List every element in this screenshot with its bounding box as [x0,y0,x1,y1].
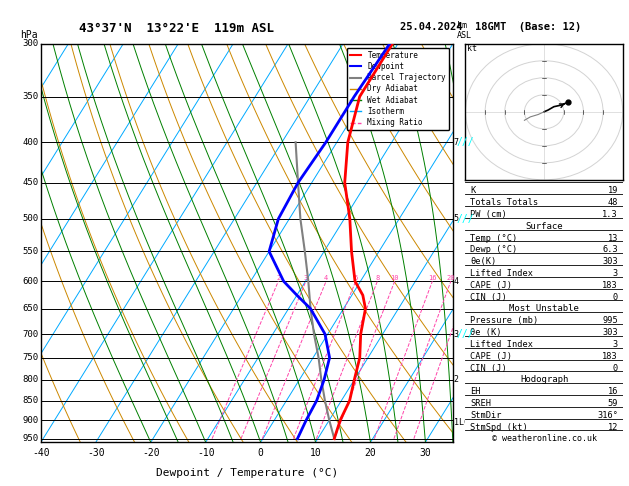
Text: 16: 16 [428,275,437,281]
Text: Most Unstable: Most Unstable [509,304,579,313]
Text: 10: 10 [391,275,399,281]
Text: 750: 750 [23,353,39,362]
Text: Totals Totals: Totals Totals [470,198,538,207]
Text: 20: 20 [447,275,455,281]
Text: EH: EH [470,387,481,396]
Text: θe (K): θe (K) [470,328,502,337]
Text: 48: 48 [608,198,618,207]
Text: 800: 800 [23,375,39,384]
Text: ///: /// [456,214,474,224]
Text: 850: 850 [23,396,39,405]
Text: 700: 700 [23,330,39,339]
Text: 25: 25 [465,275,474,281]
Text: 2: 2 [276,275,281,281]
Text: SREH: SREH [470,399,491,408]
Text: 7: 7 [454,138,459,147]
Text: -40: -40 [32,448,50,458]
Text: 550: 550 [23,247,39,256]
Text: Mixing Ratio (g/kg): Mixing Ratio (g/kg) [486,195,495,291]
Text: km
ASL: km ASL [457,21,472,40]
Text: 10: 10 [309,448,321,458]
Text: 8: 8 [376,275,379,281]
Text: 20: 20 [365,448,376,458]
Text: 25.04.2024  18GMT  (Base: 12): 25.04.2024 18GMT (Base: 12) [400,22,581,32]
Text: StmSpd (kt): StmSpd (kt) [470,423,528,432]
Text: ///: /// [456,329,474,339]
Text: 19: 19 [608,186,618,195]
Legend: Temperature, Dewpoint, Parcel Trajectory, Dry Adiabat, Wet Adiabat, Isotherm, Mi: Temperature, Dewpoint, Parcel Trajectory… [347,48,449,130]
Text: 59: 59 [608,399,618,408]
Text: 450: 450 [23,178,39,187]
Text: 0: 0 [258,448,264,458]
Text: θe(K): θe(K) [470,257,496,266]
Text: Hodograph: Hodograph [520,375,568,384]
Text: 300: 300 [23,39,39,48]
Text: 4: 4 [454,277,459,286]
Text: 316°: 316° [597,411,618,420]
Text: 400: 400 [23,138,39,147]
Text: 43°37'N  13°22'E  119m ASL: 43°37'N 13°22'E 119m ASL [79,22,274,35]
Text: 30: 30 [420,448,431,458]
Text: 1.3: 1.3 [602,210,618,219]
Text: 995: 995 [602,316,618,325]
Text: 600: 600 [23,277,39,286]
Text: 3: 3 [613,269,618,278]
Text: Dewpoint / Temperature (°C): Dewpoint / Temperature (°C) [156,468,338,478]
Text: 350: 350 [23,92,39,101]
Text: Dewp (°C): Dewp (°C) [470,245,518,254]
Text: 0: 0 [613,364,618,373]
Text: © weatheronline.co.uk: © weatheronline.co.uk [492,434,596,443]
Text: 183: 183 [602,352,618,361]
Text: 6: 6 [353,275,358,281]
Text: 183: 183 [602,281,618,290]
Text: Temp (°C): Temp (°C) [470,234,518,243]
Text: 303: 303 [602,328,618,337]
Text: 3: 3 [613,340,618,349]
Text: 1LCL: 1LCL [454,417,474,427]
Text: Pressure (mb): Pressure (mb) [470,316,538,325]
Text: 6.3: 6.3 [602,245,618,254]
Text: 500: 500 [23,214,39,223]
Text: -10: -10 [197,448,214,458]
Text: CAPE (J): CAPE (J) [470,281,512,290]
Text: 2: 2 [454,375,459,384]
Text: 3: 3 [304,275,308,281]
Text: -30: -30 [87,448,104,458]
Text: hPa: hPa [20,30,38,40]
Text: 3: 3 [454,330,459,339]
Text: K: K [470,186,476,195]
Text: 4: 4 [324,275,328,281]
Text: 16: 16 [608,387,618,396]
Text: StmDir: StmDir [470,411,502,420]
Text: 0: 0 [613,293,618,302]
Text: 900: 900 [23,416,39,425]
Text: 950: 950 [23,434,39,443]
Text: Surface: Surface [525,222,563,231]
Text: kt: kt [467,44,477,52]
Text: 650: 650 [23,304,39,313]
Text: CAPE (J): CAPE (J) [470,352,512,361]
Text: 12: 12 [608,423,618,432]
Text: Lifted Index: Lifted Index [470,340,533,349]
Text: CIN (J): CIN (J) [470,293,507,302]
Text: 13: 13 [608,234,618,243]
Text: 303: 303 [602,257,618,266]
Text: 5: 5 [454,214,459,223]
Text: Lifted Index: Lifted Index [470,269,533,278]
Text: ///: /// [456,138,474,147]
Text: PW (cm): PW (cm) [470,210,507,219]
Text: -20: -20 [142,448,160,458]
Text: CIN (J): CIN (J) [470,364,507,373]
